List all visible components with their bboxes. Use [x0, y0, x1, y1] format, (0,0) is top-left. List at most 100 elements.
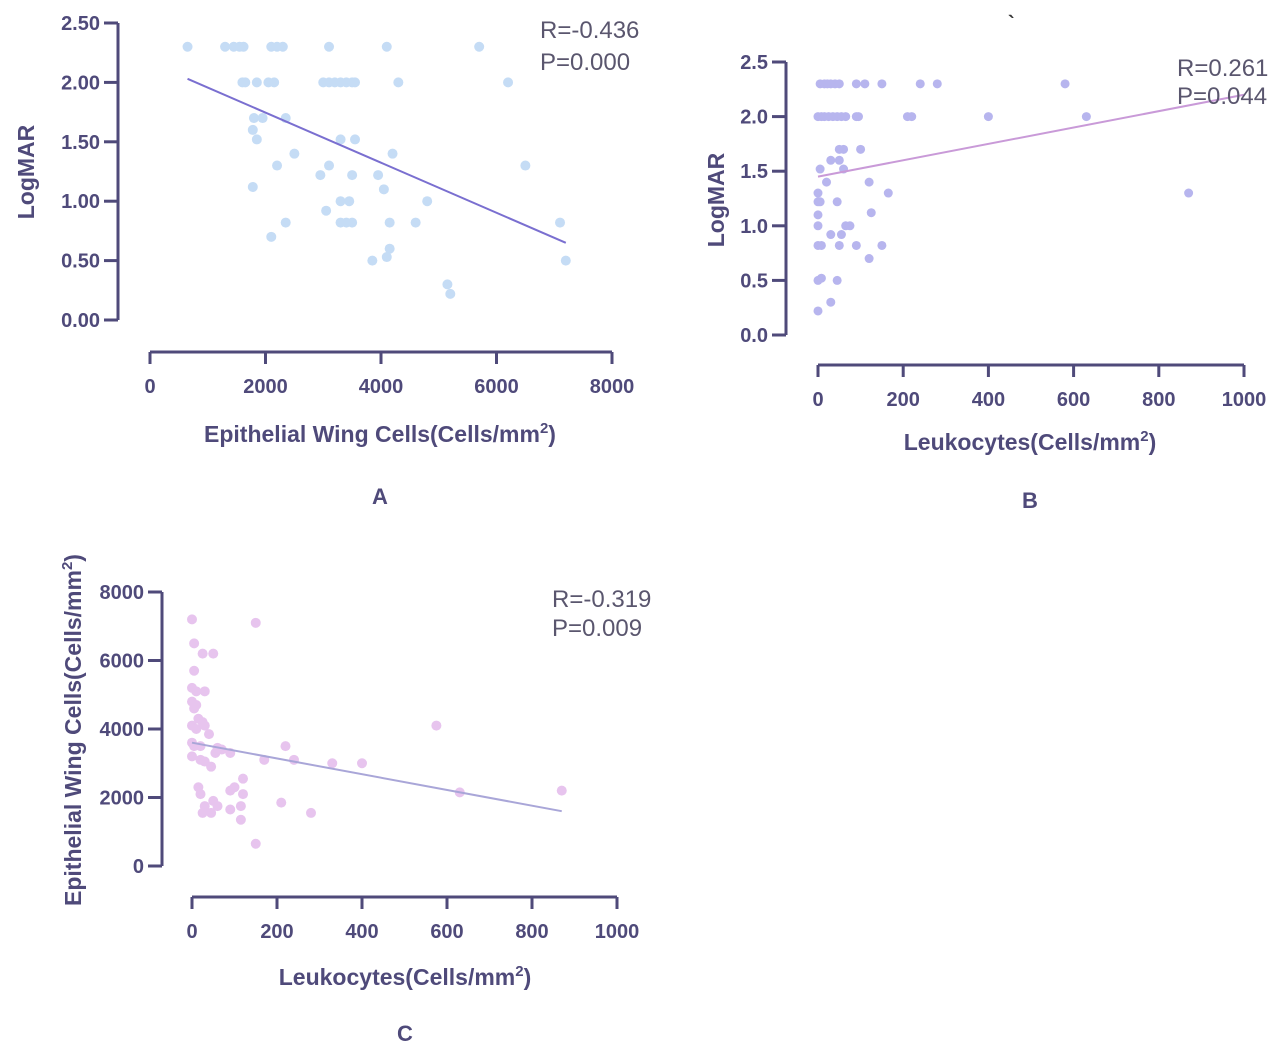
panel-b-point-39: [815, 197, 825, 207]
panel-a-points: [182, 41, 571, 299]
panel-b-label: B: [1022, 488, 1038, 513]
panel-a-y-tick-label-3: 1.50: [61, 132, 100, 154]
panel-c-point-47: [225, 804, 236, 815]
panel-c-point-18: [431, 720, 442, 731]
panel-b-y-tick-label-1: 0.5: [740, 270, 768, 292]
panel-a-p-value: P=0.000: [540, 49, 630, 76]
panel-c-r-value: R=-0.319: [552, 586, 651, 613]
panel-b-point-34: [864, 177, 874, 187]
panel-b-point-47: [836, 230, 846, 240]
panel-c-point-37: [229, 782, 240, 793]
panel-a-point-57: [560, 255, 571, 266]
panel-a-point-28: [247, 124, 258, 135]
panel-a-point-59: [445, 288, 456, 299]
panel-a-point-40: [247, 181, 258, 192]
panel-a-point-35: [324, 160, 335, 171]
panel-b-point-33: [822, 177, 832, 187]
panel-b-point-50: [834, 240, 844, 250]
stray-mark: `: [1008, 13, 1015, 35]
panel-a-point-10: [474, 41, 485, 52]
panel-a-x-tick-label-3: 6000: [474, 376, 519, 398]
panel-b-y-tick-label-5: 2.5: [740, 52, 768, 74]
panel-b-point-25: [1081, 112, 1091, 122]
panel-c-point-8: [199, 686, 210, 697]
panel-c-point-17: [204, 729, 214, 740]
panel-a-point-36: [520, 160, 531, 171]
panel-a-y-tick-label-0: 0.00: [61, 310, 100, 332]
panel-a-point-39: [373, 170, 384, 181]
panel-b-point-31: [815, 164, 825, 174]
panel-a-point-51: [410, 217, 421, 228]
panel-a-y-tick-label-4: 2.00: [61, 72, 100, 94]
panel-c-y-tick-label-2: 4000: [100, 719, 145, 741]
panel-b-y-tick-label-3: 1.5: [740, 161, 768, 183]
panel-c-point-11: [189, 703, 200, 714]
panel-c-point-38: [238, 773, 248, 784]
panel-a-point-49: [347, 217, 358, 228]
panel-b-x-tick-label-0: 0: [812, 389, 823, 411]
panel-b-y-tick-label-2: 1.0: [740, 216, 768, 238]
panel-c-p-value: P=0.009: [552, 615, 642, 642]
panel-c-point-16: [191, 724, 202, 734]
panel-a-point-32: [289, 148, 300, 159]
panel-c-y-tick-label-1: 2000: [100, 788, 145, 810]
panel-c-point-32: [289, 754, 299, 765]
panel-b-regression-line: [817, 93, 1245, 178]
panel-a-point-7: [277, 41, 288, 52]
panel-b-point-36: [883, 188, 893, 198]
panel-c-y-tick-label-4: 8000: [100, 582, 145, 604]
panel-c-point-46: [212, 801, 223, 812]
panel-c-point-48: [235, 801, 246, 812]
panel-a-point-50: [384, 217, 395, 228]
panel-c-x-tick-label-0: 0: [186, 921, 197, 943]
panel-b-point-41: [813, 210, 823, 220]
panel-c-point-3: [197, 648, 208, 659]
panel-b-point-55: [816, 273, 826, 283]
panel-c-point-24: [280, 741, 291, 752]
panel-b-point-7: [860, 79, 870, 89]
panel-a-point-9: [381, 41, 392, 52]
panel-c-regression-line: [191, 741, 562, 813]
panel-a-point-58: [442, 279, 453, 290]
panel-b-point-27: [839, 144, 849, 154]
panel-a-point-38: [347, 170, 358, 181]
panel-a-point-1: [220, 41, 231, 52]
panel-a-point-13: [251, 77, 262, 88]
panel-c-point-7: [191, 686, 202, 697]
panel-b-point-30: [826, 155, 836, 165]
panel-b-point-21: [853, 112, 863, 122]
panel-b-r-value: R=0.261: [1177, 55, 1268, 82]
panel-c-x-tick-label-1: 200: [260, 921, 293, 943]
panel-b-point-8: [877, 79, 887, 89]
panel-a-point-56: [381, 252, 392, 263]
panel-b-point-57: [826, 297, 836, 307]
panel-b-point-56: [832, 275, 842, 285]
panel-a-point-25: [248, 113, 259, 124]
panel-c-point-27: [187, 751, 197, 762]
panel-a-point-29: [251, 134, 262, 145]
panel-a-x-tick-label-2: 4000: [359, 376, 404, 398]
panel-a-point-24: [503, 77, 514, 88]
panel-c-x-axis-title: Leukocytes(Cells/mm2): [279, 963, 532, 990]
panel-b-point-53: [864, 254, 874, 264]
panel-b-y-axis-title: LogMAR: [703, 152, 729, 247]
panel-a-x-tick-label-0: 0: [144, 376, 155, 398]
panel-a-point-15: [269, 77, 280, 88]
panel-a-point-55: [367, 255, 378, 266]
panel-c-point-49: [197, 807, 208, 818]
panel-c-y-tick-label-0: 0: [133, 856, 144, 878]
panel-c-point-25: [210, 747, 221, 758]
panel-b-point-28: [856, 144, 866, 154]
panel-a-chart: 0.00 0.50 1.00 1.50 2.00 2.50 0 2000 4000 6000 800…: [13, 13, 639, 509]
panel-b-p-value: P=0.044: [1177, 83, 1267, 110]
panel-a-axes: 0.00 0.50 1.00 1.50 2.00 2.50 0 2000 4000 6000 800…: [61, 13, 634, 398]
panel-b-x-tick-label-5: 1000: [1222, 389, 1267, 411]
panel-b-point-43: [813, 221, 823, 231]
panel-b-point-46: [826, 230, 836, 240]
panel-a-point-45: [321, 205, 332, 216]
panel-a-point-52: [555, 217, 566, 228]
panel-a-label: A: [372, 484, 388, 509]
panel-b-point-9: [915, 79, 925, 89]
panel-c-label: C: [397, 1021, 413, 1044]
